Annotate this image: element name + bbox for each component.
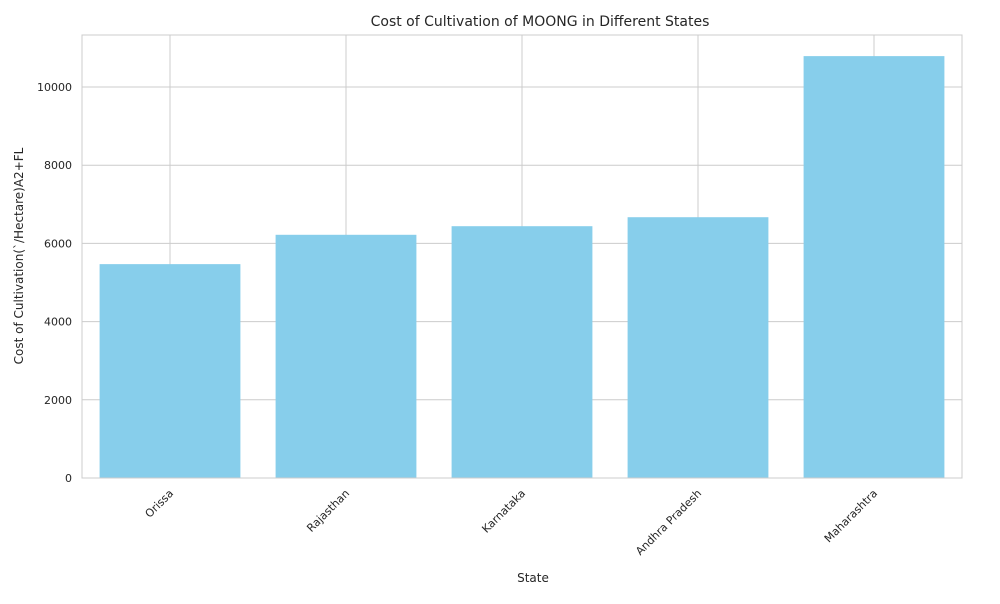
bar-layer [99, 56, 945, 478]
bar-karnataka [451, 226, 593, 478]
y-tick-label: 2000 [44, 394, 72, 407]
y-tick-label: 6000 [44, 237, 72, 250]
x-axis-label: State [517, 571, 549, 585]
x-tick-label: Andhra Pradesh [633, 487, 704, 558]
x-tick-label: Karnataka [479, 487, 528, 536]
chart-title: Cost of Cultivation of MOONG in Differen… [371, 14, 710, 30]
x-tick-label: Orissa [143, 487, 177, 521]
bar-maharashtra [803, 56, 945, 478]
bar-orissa [99, 264, 241, 478]
y-tick-label: 4000 [44, 316, 72, 329]
x-tick-label: Rajasthan [304, 487, 352, 535]
y-tick-label: 10000 [37, 81, 72, 94]
x-tick-label: Maharashtra [822, 487, 880, 545]
y-tick-label: 8000 [44, 159, 72, 172]
bar-andhra-pradesh [627, 217, 769, 478]
bar-rajasthan [275, 234, 417, 478]
y-axis-label: Cost of Cultivation(`/Hectare)A2+FL [12, 147, 26, 364]
plot-frame [81, 34, 963, 479]
y-tick-label: 0 [65, 472, 72, 485]
